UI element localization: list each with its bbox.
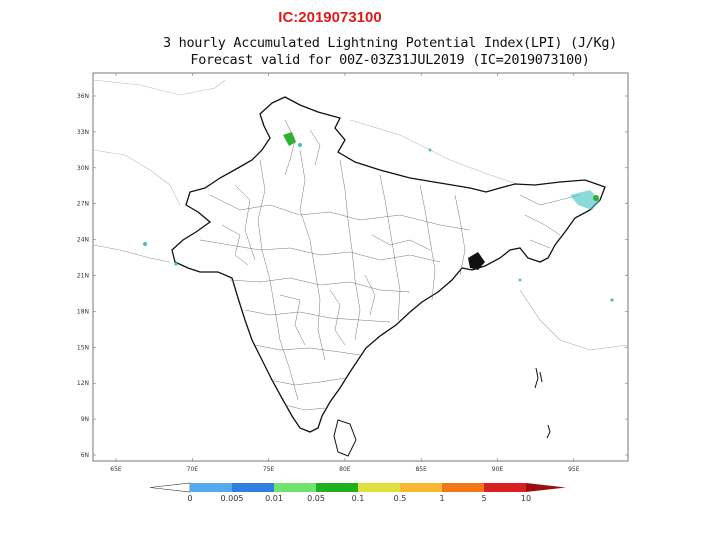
lat-tick-label: 21N	[77, 273, 89, 280]
latitude-ticks: 36N 33N 30N 27N 24N 21N 18N 15N 12N 9N 6N	[77, 93, 628, 459]
lat-tick-label: 15N	[77, 344, 89, 351]
lat-tick-label: 33N	[77, 129, 89, 136]
colorbar-label: 5	[481, 494, 486, 503]
initial-condition-label: IC:2019073100	[278, 9, 382, 26]
colorbar-label: 0.1	[352, 494, 365, 503]
lpi-patch-green	[283, 132, 296, 146]
colorbar-segment	[400, 483, 442, 492]
colorbar-label: 1	[439, 494, 444, 503]
lat-tick-label: 30N	[77, 165, 89, 172]
longitude-ticks: 65E 70E 75E 80E 85E 90E 95E	[110, 73, 580, 473]
himalaya-boundary	[349, 119, 521, 186]
lpi-patch-light	[518, 278, 522, 282]
lpi-shading	[143, 132, 614, 302]
colorbar-segment	[190, 483, 232, 492]
lpi-patch-green	[593, 195, 599, 201]
lon-tick-label: 65E	[110, 466, 122, 473]
lat-tick-label: 27N	[77, 201, 89, 208]
map-content	[93, 79, 628, 457]
colorbar-segment	[484, 483, 526, 492]
lpi-patch-light	[610, 298, 614, 302]
colorbar-segment	[316, 483, 358, 492]
colorbar-label: 0	[187, 494, 192, 503]
colorbar-segment	[358, 483, 400, 492]
lpi-patch-light	[298, 143, 302, 147]
lat-tick-label: 18N	[77, 308, 89, 315]
neighbour-boundary	[93, 149, 181, 206]
lon-tick-label: 80E	[339, 466, 351, 473]
lat-tick-label: 12N	[77, 380, 89, 387]
colorbar-segment	[442, 483, 484, 492]
colorbar-label: 0.01	[265, 494, 283, 503]
lat-tick-label: 6N	[81, 452, 89, 459]
lat-tick-label: 36N	[77, 93, 89, 100]
lpi-patch-light	[174, 262, 178, 266]
lon-tick-label: 70E	[187, 466, 199, 473]
colorbar-label: 10	[521, 494, 531, 503]
lat-tick-label: 24N	[77, 237, 89, 244]
colorbar-label: 0.5	[394, 494, 407, 503]
arabian-coast	[93, 244, 171, 263]
lpi-patch-light	[143, 242, 147, 246]
colorbar-segment	[232, 483, 274, 492]
lpi-colorbar: 0 0.005 0.01 0.05 0.1 0.5 1 5 10	[149, 482, 566, 503]
lon-tick-label: 95E	[568, 466, 580, 473]
colorbar-arrow-high	[526, 483, 566, 492]
neighbour-boundary	[93, 79, 226, 96]
lpi-patch-light	[570, 190, 600, 210]
sri-lanka-outline	[333, 419, 357, 457]
andaman-islands	[534, 367, 551, 439]
myanmar-coast	[519, 289, 628, 351]
lat-tick-label: 9N	[81, 416, 89, 423]
delta-region	[468, 252, 485, 270]
lpi-patch-light	[428, 148, 432, 152]
lon-tick-label: 90E	[492, 466, 504, 473]
colorbar-label: 0.05	[307, 494, 325, 503]
colorbar-segment	[274, 483, 316, 492]
district-boundaries	[199, 119, 581, 411]
india-outline	[171, 96, 606, 433]
colorbar-label: 0.005	[221, 494, 244, 503]
lon-tick-label: 75E	[263, 466, 275, 473]
lon-tick-label: 85E	[415, 466, 427, 473]
map-title-line1: 3 hourly Accumulated Lightning Potential…	[162, 35, 617, 51]
colorbar-arrow-low	[149, 482, 191, 493]
map-title-line2: Forecast valid for 00Z-03Z31JUL2019 (IC=…	[190, 52, 590, 68]
